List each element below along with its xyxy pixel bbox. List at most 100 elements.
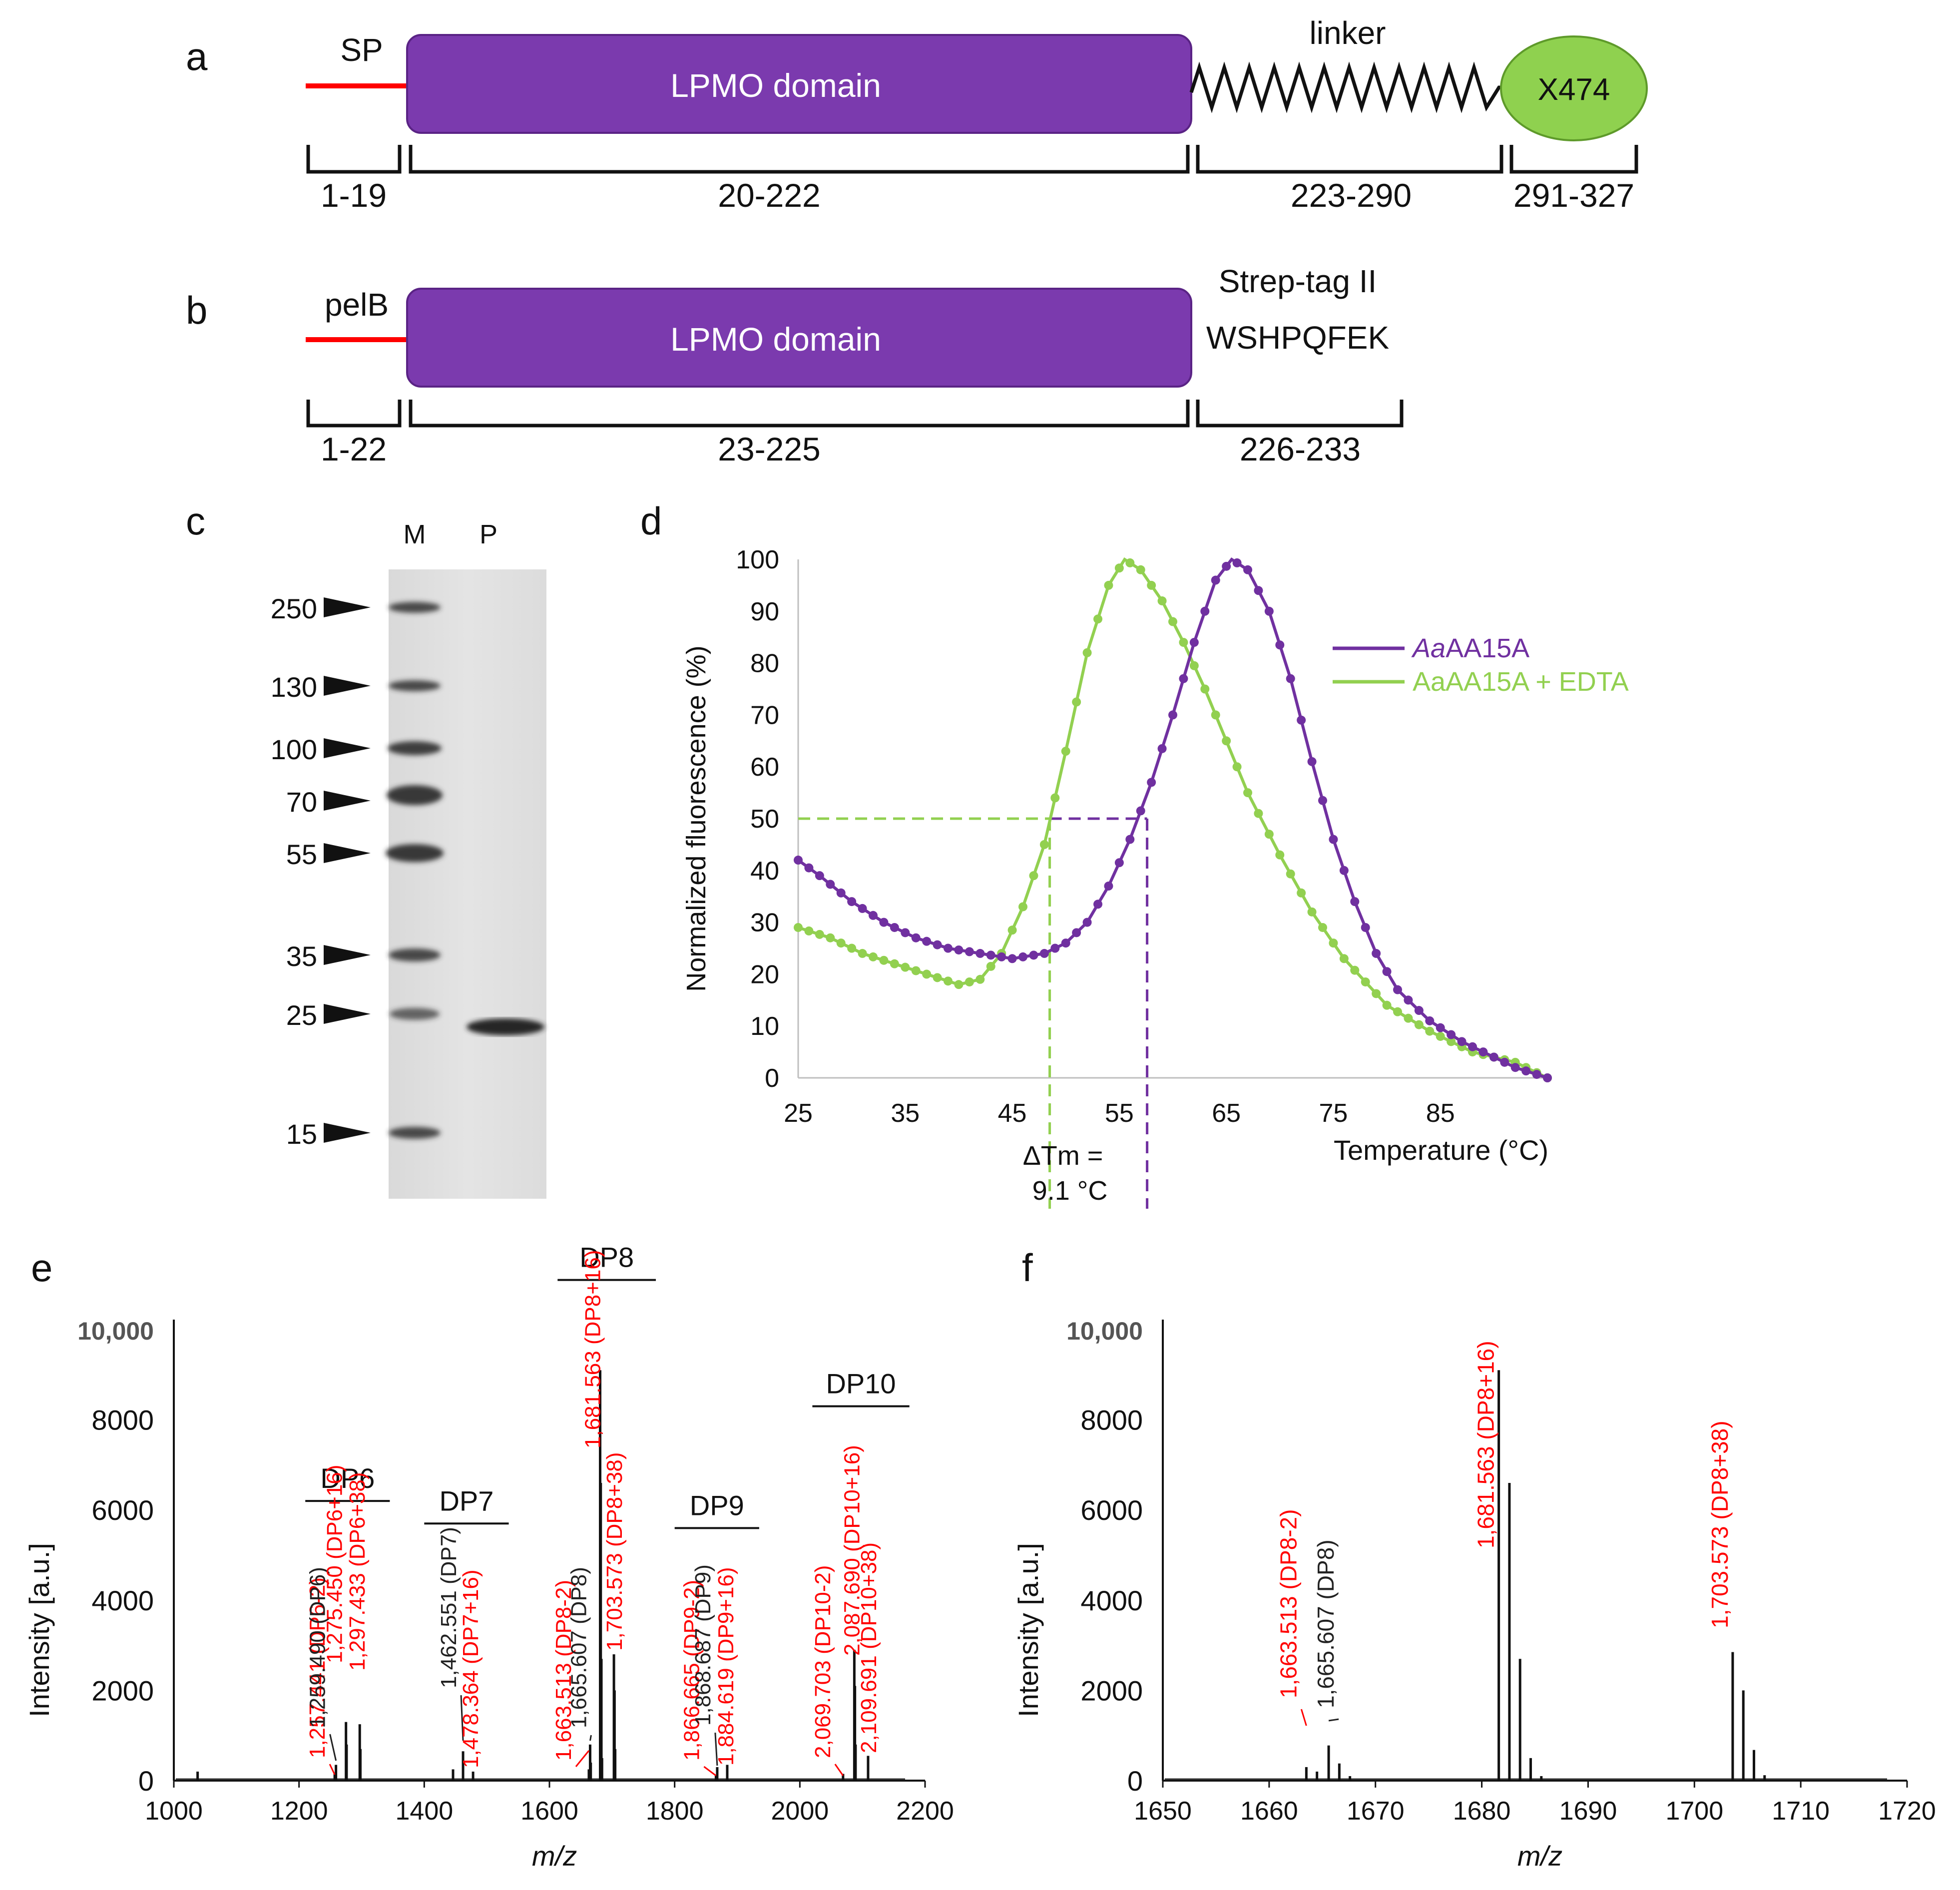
d-ytick-0: 0: [765, 1064, 779, 1093]
x474-label: X474: [1538, 72, 1610, 107]
marker-35: 35: [286, 941, 371, 972]
d-ytick-70: 70: [750, 701, 779, 730]
d-point: [1414, 1020, 1424, 1029]
d-point: [901, 962, 910, 972]
e-ytick-2000: 2000: [91, 1675, 154, 1706]
d-point: [1350, 897, 1360, 907]
e-xtick-1400: 1400: [395, 1797, 453, 1826]
d-point: [858, 904, 867, 913]
e-xtick-1600: 1600: [520, 1797, 578, 1826]
d-point: [1297, 715, 1306, 725]
size-markers: 250 130 100 70 55 35: [271, 593, 371, 1150]
d-point: [1157, 744, 1167, 753]
d-point: [1114, 858, 1124, 868]
e-xlabel: m/z: [532, 1840, 577, 1872]
delta-tm-label-1: ΔTm =: [1023, 1141, 1103, 1171]
d-point: [1372, 948, 1381, 958]
lpmo-domain-box: [406, 34, 1192, 134]
d-point: [1286, 674, 1295, 683]
d-point: [1286, 869, 1295, 879]
range-a-3: 223-290: [1291, 177, 1412, 214]
f-peak-label: 1,681.563 (DP8+16): [1473, 1341, 1499, 1548]
d-point: [794, 856, 803, 865]
chart-d: 0 10 20 30 40 50 60 70 80 90 100 25 35 45 55 65 75 85 Temp…: [681, 545, 1629, 1209]
e-peak-label: 1,884.619 (DP9+16): [714, 1567, 738, 1766]
d-point: [1457, 1037, 1467, 1046]
panel-d-letter: d: [640, 499, 662, 543]
d-point: [1114, 563, 1124, 573]
e-ytick-10000: 10,000: [77, 1317, 154, 1345]
d-point: [869, 911, 878, 920]
d-point: [1200, 606, 1210, 616]
svg-text:15: 15: [286, 1118, 317, 1150]
protein-band: [467, 1018, 544, 1035]
f-xtick-1710: 1710: [1772, 1797, 1830, 1826]
f-leader: [1328, 1718, 1339, 1722]
d-point: [976, 974, 985, 984]
d-point: [1318, 796, 1327, 805]
lpmo-domain-label: LPMO domain: [670, 67, 881, 104]
e-group-label: DP8: [579, 1242, 634, 1273]
d-xtick-75: 75: [1319, 1099, 1348, 1128]
svg-text:130: 130: [271, 671, 317, 703]
d-point: [944, 976, 953, 986]
d-point: [1147, 778, 1156, 787]
d-point: [1468, 1042, 1477, 1051]
d-ytick-80: 80: [750, 649, 779, 678]
linker-zigzag: [1189, 61, 1503, 113]
d-ytick-90: 90: [750, 597, 779, 626]
d-point: [836, 888, 846, 898]
d-point: [1436, 1023, 1445, 1032]
e-xtick-1800: 1800: [646, 1797, 704, 1826]
f-leader: [1300, 1709, 1307, 1726]
e-group-label: DP7: [439, 1485, 493, 1516]
f-xtick-1690: 1690: [1559, 1797, 1617, 1826]
panel-a-letter: a: [186, 34, 208, 78]
d-point: [1189, 638, 1199, 647]
d-point: [1082, 648, 1092, 657]
range-b-2: 23-225: [718, 431, 821, 468]
f-xtick-1650: 1650: [1134, 1797, 1192, 1826]
d-point: [1179, 674, 1188, 683]
range-a-4: 291-327: [1513, 177, 1634, 214]
delta-tm-label-2: 9.1 °C: [1032, 1176, 1108, 1206]
f-ytick-4000: 4000: [1080, 1585, 1143, 1616]
d-point: [965, 947, 974, 956]
d-point: [1264, 606, 1274, 616]
d-point: [1404, 995, 1413, 1005]
svg-text:250: 250: [271, 593, 317, 624]
d-point: [944, 944, 953, 953]
d-point: [1072, 697, 1081, 707]
e-peaks: [196, 1370, 870, 1781]
e-peak-label: 2,069.703 (DP10-2): [811, 1565, 835, 1758]
d-point: [1307, 907, 1317, 917]
marker-25: 25: [286, 999, 371, 1031]
e-peak-label: 1,259.490 (DP6): [306, 1567, 330, 1728]
d-point: [815, 871, 824, 881]
e-group-label: DP6: [320, 1462, 375, 1494]
d-point: [1447, 1037, 1456, 1046]
d-point: [1243, 788, 1252, 798]
marker-130: 130: [271, 671, 371, 703]
d-point: [1168, 710, 1177, 720]
panel-e: e 0 2000 4000 6000 8000 10,000 1000 1200 1400 160…: [23, 1242, 954, 1872]
e-leader: [460, 1695, 464, 1741]
d-point: [1093, 900, 1102, 909]
lane-m-label: M: [404, 519, 426, 549]
d-point: [1297, 888, 1306, 898]
d-xtick-35: 35: [891, 1099, 920, 1128]
e-ytick-8000: 8000: [91, 1405, 154, 1436]
d-point: [1104, 881, 1113, 891]
d-point: [933, 973, 942, 982]
marker-100: 100: [271, 734, 371, 765]
e-peak-label: 1,665.607 (DP8): [566, 1567, 591, 1728]
d-point: [911, 933, 921, 943]
linker-label: linker: [1310, 15, 1386, 51]
d-point: [1050, 793, 1060, 803]
e-peak-label: 1,462.551 (DP7): [437, 1527, 461, 1688]
d-point: [997, 952, 1006, 961]
d-xtick-25: 25: [784, 1099, 813, 1128]
panel-c-letter: c: [186, 499, 205, 543]
d-point: [1050, 944, 1060, 953]
strep-tag-label: Strep-tag II: [1219, 263, 1377, 299]
